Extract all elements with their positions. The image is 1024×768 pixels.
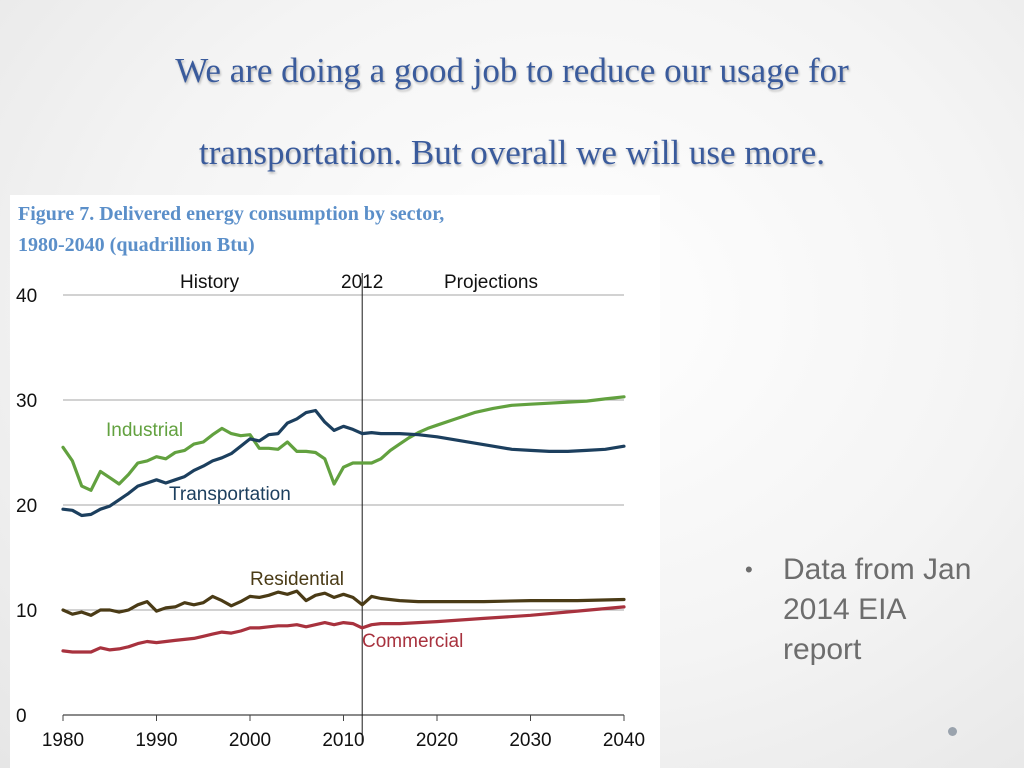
bullet-text: Data from Jan 2014 EIA report bbox=[783, 553, 972, 666]
figure-caption-line2: 1980-2040 (quadrillion Btu) bbox=[18, 234, 255, 256]
divider-year-label: 2012 bbox=[341, 272, 383, 293]
y-tick-label: 0 bbox=[16, 706, 27, 727]
projections-label: Projections bbox=[444, 272, 538, 293]
slide-title-line1: We are doing a good job to reduce our us… bbox=[175, 51, 849, 90]
x-tick-label: 2030 bbox=[509, 730, 551, 751]
slide-corner-dot-icon bbox=[948, 727, 957, 736]
series-line-transportation bbox=[61, 408, 626, 518]
x-tick-label: 2040 bbox=[603, 730, 645, 751]
x-tick-label: 2000 bbox=[229, 730, 271, 751]
y-tick-label: 20 bbox=[16, 496, 37, 517]
x-tick-label: 2010 bbox=[322, 730, 364, 751]
grid-layer bbox=[62, 294, 625, 721]
series-line-residential bbox=[61, 589, 626, 617]
series-label-commercial: Commercial bbox=[362, 631, 463, 652]
slide-title: We are doing a good job to reduce our us… bbox=[60, 30, 964, 194]
series-label-residential: Residential bbox=[250, 569, 344, 590]
figure-caption: Figure 7. Delivered energy consumption b… bbox=[18, 199, 444, 261]
series-line-commercial bbox=[61, 605, 626, 654]
x-tick-label: 1980 bbox=[42, 730, 84, 751]
x-tick-label: 2020 bbox=[416, 730, 458, 751]
bullet-dot-icon: • bbox=[745, 557, 753, 582]
y-tick-label: 30 bbox=[16, 391, 37, 412]
series-labels: Industrial Transportation Residential Comme… bbox=[106, 420, 463, 652]
series-line-industrial bbox=[61, 395, 626, 492]
slide-title-line2: transportation. But overall we will use … bbox=[199, 133, 825, 172]
history-label: History bbox=[180, 272, 240, 293]
series-layer bbox=[61, 395, 626, 654]
y-tick-label: 40 bbox=[16, 286, 37, 307]
series-label-industrial: Industrial bbox=[106, 420, 183, 441]
figure-panel: Figure 7. Delivered energy consumption b… bbox=[10, 195, 660, 768]
series-label-transportation: Transportation bbox=[169, 484, 291, 505]
x-tick-label: 1990 bbox=[135, 730, 177, 751]
y-tick-label: 10 bbox=[16, 601, 37, 622]
figure-caption-line1: Figure 7. Delivered energy consumption b… bbox=[18, 203, 445, 225]
